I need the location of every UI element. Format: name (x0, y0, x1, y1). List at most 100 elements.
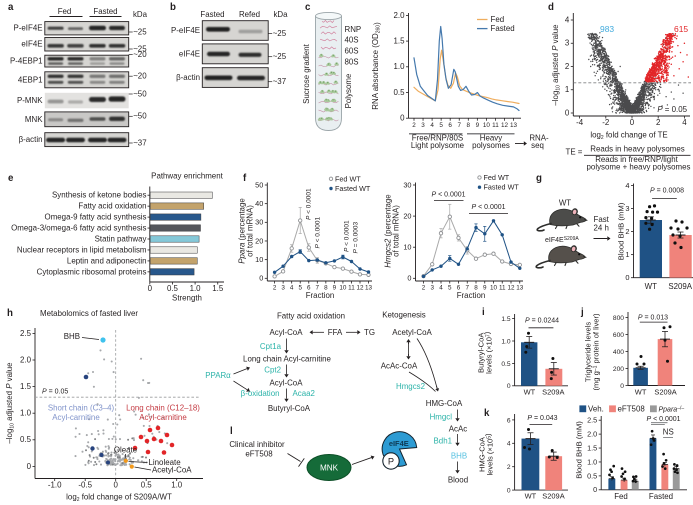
svg-text:Hmgcs2 (percentage: Hmgcs2 (percentage (384, 194, 393, 268)
svg-text:1.0: 1.0 (190, 284, 202, 293)
svg-text:4: 4 (625, 181, 629, 190)
svg-text:13: 13 (516, 285, 524, 292)
svg-text:WT: WT (524, 388, 536, 397)
svg-text:4EBP1: 4EBP1 (18, 75, 43, 84)
svg-text:Acyl-CoA: Acyl-CoA (270, 328, 304, 337)
svg-text:Veh.: Veh. (588, 405, 604, 414)
svg-text:Hmgcs2: Hmgcs2 (396, 382, 425, 391)
svg-text:HMG-CoA: HMG-CoA (478, 436, 487, 472)
svg-text:Triglyceride levels: Triglyceride levels (584, 322, 593, 382)
svg-text:5: 5 (448, 285, 452, 292)
svg-text:Butyryl-CoA: Butyryl-CoA (268, 404, 311, 413)
svg-text:P < 0.0001: P < 0.0001 (315, 216, 322, 248)
svg-text:Acyl-carnitine: Acyl-carnitine (52, 413, 100, 422)
svg-text:3: 3 (565, 39, 570, 48)
svg-text:9: 9 (483, 285, 487, 292)
svg-text:S209A: S209A (654, 388, 676, 397)
svg-text:Fasted: Fasted (491, 24, 515, 33)
svg-text:P-eIF4E: P-eIF4E (14, 24, 43, 33)
svg-text:P: P (388, 457, 394, 467)
svg-text:10: 10 (490, 285, 498, 292)
svg-text:20: 20 (255, 236, 263, 245)
svg-text:Long chain (C12–18): Long chain (C12–18) (126, 404, 200, 413)
svg-text:Fed WT: Fed WT (335, 174, 361, 183)
svg-text:Polysome: Polysome (344, 73, 353, 108)
svg-text:P-MNK: P-MNK (17, 96, 43, 105)
svg-text:0: 0 (507, 383, 511, 390)
svg-text:0: 0 (113, 481, 118, 490)
svg-text:l: l (230, 426, 233, 437)
svg-text:615: 615 (674, 24, 688, 34)
svg-text:P = 0.05: P = 0.05 (42, 389, 68, 396)
svg-text:1.0: 1.0 (20, 409, 32, 418)
svg-text:polysome + heavy polysomes: polysome + heavy polysomes (587, 162, 691, 171)
svg-text:1.5: 1.5 (20, 382, 32, 391)
svg-text:RNA absorbance (OD260): RNA absorbance (OD260) (371, 22, 382, 110)
svg-text:Fed: Fed (614, 492, 628, 501)
svg-text:Fast: Fast (594, 215, 610, 224)
svg-text:Blood BHB (mM): Blood BHB (mM) (575, 421, 584, 479)
svg-text:P = 0.043: P = 0.043 (527, 415, 557, 422)
svg-text:1.5: 1.5 (501, 316, 511, 323)
svg-text:2: 2 (625, 227, 629, 236)
svg-text:–log10 adjusted P value: –log10 adjusted P value (551, 24, 562, 106)
svg-text:~50: ~50 (133, 89, 147, 98)
svg-text:WT: WT (645, 282, 657, 291)
svg-text:d: d (548, 2, 554, 13)
svg-text:~25: ~25 (273, 29, 287, 38)
svg-text:983: 983 (600, 24, 614, 34)
svg-text:NS: NS (663, 427, 674, 436)
svg-text:0: 0 (593, 485, 597, 494)
svg-text:Fasted: Fasted (200, 10, 224, 19)
svg-text:g: g (536, 173, 542, 184)
svg-text:-2: -2 (602, 118, 609, 127)
svg-text:2: 2 (273, 285, 277, 292)
svg-text:P = 0.0008: P = 0.0008 (650, 188, 684, 195)
svg-text:Cpt2: Cpt2 (264, 366, 281, 375)
svg-text:-4: -4 (576, 118, 584, 127)
svg-text:seq: seq (531, 141, 544, 150)
svg-text:Oleate: Oleate (114, 446, 138, 455)
svg-text:TG: TG (364, 328, 375, 337)
svg-text:0: 0 (400, 114, 405, 123)
svg-text:WT: WT (559, 199, 571, 208)
svg-text:Nuclear receptors in lipid met: Nuclear receptors in lipid metabolism (17, 245, 147, 254)
svg-text:800: 800 (613, 315, 624, 322)
svg-text:Ppara (percentage: Ppara (percentage (238, 198, 247, 264)
svg-text:2.0: 2.0 (394, 11, 406, 20)
svg-text:50: 50 (255, 180, 263, 189)
svg-text:8: 8 (474, 285, 478, 292)
svg-text:P = 0.0003: P = 0.0003 (353, 221, 360, 253)
svg-text:β-actin: β-actin (19, 135, 43, 144)
svg-text:S209A: S209A (542, 388, 564, 397)
svg-text:10: 10 (483, 122, 491, 129)
svg-text:eFT508: eFT508 (618, 405, 646, 414)
svg-text:Blood: Blood (448, 476, 468, 485)
svg-text:Short chain (C3–4): Short chain (C3–4) (48, 404, 115, 413)
svg-text:30: 30 (255, 218, 263, 227)
svg-text:40S: 40S (345, 36, 359, 45)
svg-text:3: 3 (281, 285, 285, 292)
svg-text:6: 6 (507, 417, 511, 424)
svg-text:5: 5 (298, 285, 302, 292)
svg-text:3: 3 (421, 122, 425, 129)
svg-text:BHB: BHB (64, 332, 80, 341)
svg-text:Refed: Refed (239, 10, 260, 19)
svg-text:13: 13 (510, 122, 518, 129)
svg-text:4: 4 (439, 285, 443, 292)
svg-text:7: 7 (465, 285, 469, 292)
svg-text:β-oxidation: β-oxidation (241, 389, 280, 398)
svg-text:P < 0.0001: P < 0.0001 (306, 188, 313, 220)
svg-text:P-eIF4E: P-eIF4E (171, 26, 200, 35)
svg-text:2.5: 2.5 (587, 416, 597, 425)
svg-text:60S: 60S (345, 47, 359, 56)
svg-text:0: 0 (148, 284, 153, 293)
svg-text:1.0: 1.0 (587, 457, 597, 466)
svg-text:AcAc: AcAc (449, 425, 467, 434)
svg-text:~20: ~20 (133, 72, 147, 81)
svg-text:Reads in free/RNP/light: Reads in free/RNP/light (595, 155, 678, 164)
svg-text:Fasted: Fasted (93, 7, 117, 16)
svg-text:0.5: 0.5 (141, 481, 153, 490)
svg-text:1: 1 (565, 85, 570, 94)
svg-text:~37: ~37 (273, 77, 286, 86)
